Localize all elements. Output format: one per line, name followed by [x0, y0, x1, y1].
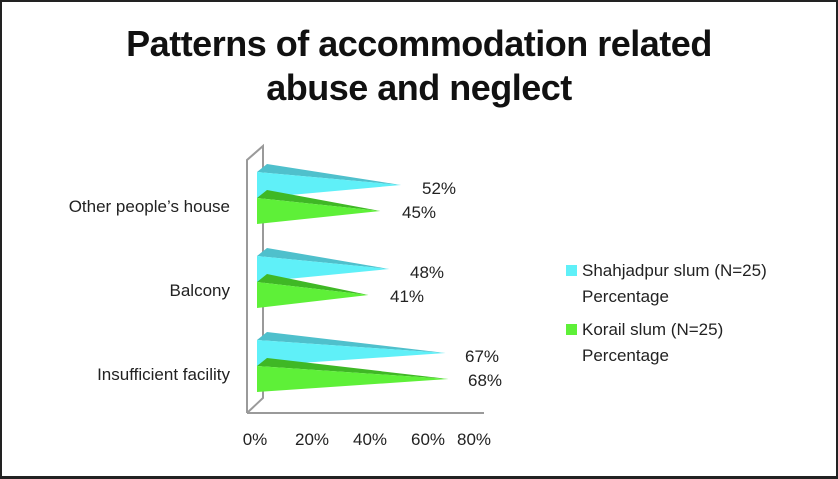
bar-top-face	[257, 248, 390, 269]
legend-label-korail-line1: Korail slum (N=25)	[582, 320, 724, 339]
bar-top-face	[257, 358, 449, 379]
bar-top-face	[257, 274, 369, 295]
bar-top-face	[257, 164, 402, 185]
x-tick-80: 80%	[456, 430, 492, 449]
legend-text-korail: Korail slum (N=25) Percentage	[582, 317, 723, 369]
chart-title: Patterns of accommodation related abuse …	[0, 22, 838, 110]
bar-cone	[257, 172, 402, 198]
legend-label-korail-line2: Percentage	[582, 346, 669, 365]
x-tick-60: 60%	[410, 430, 446, 449]
value-label-shahjadpur-balcony: 48%	[410, 263, 445, 282]
bars-group	[257, 164, 449, 392]
bar-top-face	[257, 332, 446, 353]
bar-cone	[257, 198, 381, 224]
x-tick-40: 40%	[352, 430, 388, 449]
legend-text-shahjadpur: Shahjadpur slum (N=25) Percentage	[582, 258, 767, 310]
chart-title-line-2: abuse and neglect	[266, 67, 572, 108]
value-label-korail-balcony: 41%	[390, 287, 425, 306]
legend-label-shahjadpur-line1: Shahjadpur slum (N=25)	[582, 261, 767, 280]
value-label-korail-other: 45%	[402, 203, 437, 222]
value-label-korail-insufficient: 68%	[468, 371, 503, 390]
legend-label-shahjadpur-line2: Percentage	[582, 287, 669, 306]
x-tick-0: 0%	[242, 430, 268, 449]
category-label-other-peoples-house: Other people’s house	[68, 197, 230, 216]
value-label-shahjadpur-other: 52%	[422, 179, 457, 198]
chart-title-line-1: Patterns of accommodation related	[126, 23, 712, 64]
bar-cone	[257, 256, 390, 282]
bar-cone	[257, 366, 449, 392]
category-label-balcony: Balcony	[169, 281, 230, 300]
bar-cone	[257, 282, 369, 308]
axis-wall	[246, 143, 264, 414]
legend-swatch-shahjadpur	[566, 265, 577, 276]
value-label-shahjadpur-insufficient: 67%	[465, 347, 500, 366]
x-tick-20: 20%	[294, 430, 330, 449]
bar-top-face	[257, 190, 381, 211]
legend-swatch-korail	[566, 324, 577, 335]
bar-cone	[257, 340, 446, 366]
category-label-insufficient-facility: Insufficient facility	[97, 365, 230, 384]
